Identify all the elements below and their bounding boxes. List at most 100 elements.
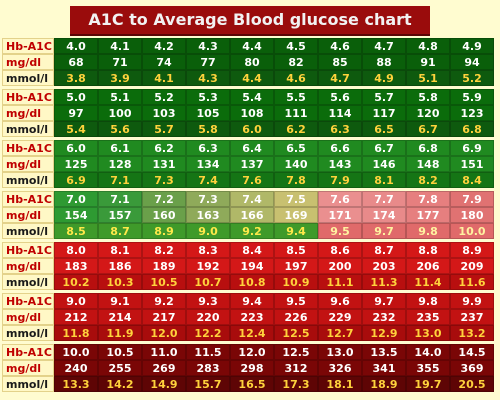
mmol-cell: 11.4 (406, 274, 450, 290)
a1c-row: Hb-A1C 7.0 7.1 7.2 7.3 7.4 7.5 7.6 7.7 7.8 7.9 (2, 191, 498, 207)
mgdl-cell: 214 (98, 309, 142, 325)
mgdl-cell: 117 (362, 105, 406, 121)
mmol-cell: 13.3 (54, 376, 98, 392)
mmol-cell: 12.2 (186, 325, 230, 341)
chart-title: A1C to Average Blood glucose chart (70, 6, 430, 36)
a1c-cell: 14.0 (406, 344, 450, 360)
mmol-row: mmol/l 6.9 7.1 7.3 7.4 7.6 7.8 7.9 8.1 8.2 8.4 (2, 172, 498, 188)
mmol-cell: 11.8 (54, 325, 98, 341)
mgdl-cell: 171 (318, 207, 362, 223)
row-label-mmol: mmol/l (2, 172, 54, 188)
mmol-cell: 8.5 (54, 223, 98, 239)
mmol-cell: 4.4 (230, 70, 274, 86)
mmol-cell: 8.1 (362, 172, 406, 188)
row-label-mgdl: mg/dl (2, 309, 54, 325)
mmol-cell: 9.5 (318, 223, 362, 239)
mmol-cell: 7.6 (230, 172, 274, 188)
mgdl-cell: 160 (142, 207, 186, 223)
mmol-cell: 9.8 (406, 223, 450, 239)
row-label-a1c: Hb-A1C (2, 242, 54, 258)
mgdl-cell: 203 (362, 258, 406, 274)
mgdl-cell: 71 (98, 54, 142, 70)
mmol-cell: 9.2 (230, 223, 274, 239)
mmol-cell: 5.1 (406, 70, 450, 86)
mmol-cell: 10.9 (274, 274, 318, 290)
a1c-cell: 5.9 (450, 89, 494, 105)
mgdl-cell: 235 (406, 309, 450, 325)
a1c-row: Hb-A1C 8.0 8.1 8.2 8.3 8.4 8.5 8.6 8.7 8.8 8.9 (2, 242, 498, 258)
a1c-cell: 4.8 (406, 38, 450, 54)
a1c-cell: 7.0 (54, 191, 98, 207)
mmol-cell: 19.7 (406, 376, 450, 392)
mgdl-cell: 206 (406, 258, 450, 274)
a1c-cell: 7.7 (362, 191, 406, 207)
a1c-cell: 11.0 (142, 344, 186, 360)
mmol-cell: 10.8 (230, 274, 274, 290)
mgdl-cell: 355 (406, 360, 450, 376)
a1c-cell: 6.0 (54, 140, 98, 156)
mmol-cell: 4.6 (274, 70, 318, 86)
mmol-cell: 3.8 (54, 70, 98, 86)
mgdl-cell: 240 (54, 360, 98, 376)
mmol-cell: 6.9 (54, 172, 98, 188)
a1c-cell: 5.7 (362, 89, 406, 105)
a1c-cell: 7.6 (318, 191, 362, 207)
mmol-cell: 5.4 (54, 121, 98, 137)
a1c-cell: 5.2 (142, 89, 186, 105)
mmol-cell: 10.7 (186, 274, 230, 290)
a1c-cell: 4.3 (186, 38, 230, 54)
mgdl-cell: 180 (450, 207, 494, 223)
a1c-cell: 5.1 (98, 89, 142, 105)
mmol-cell: 12.9 (362, 325, 406, 341)
mgdl-cell: 125 (54, 156, 98, 172)
row-label-mmol: mmol/l (2, 376, 54, 392)
mgdl-cell: 177 (406, 207, 450, 223)
a1c-cell: 6.3 (186, 140, 230, 156)
mmol-cell: 8.7 (98, 223, 142, 239)
mmol-cell: 5.6 (98, 121, 142, 137)
a1c-cell: 12.5 (274, 344, 318, 360)
row-label-mgdl: mg/dl (2, 105, 54, 121)
mmol-cell: 4.1 (142, 70, 186, 86)
mmol-cell: 14.2 (98, 376, 142, 392)
mmol-cell: 10.0 (450, 223, 494, 239)
mmol-row: mmol/l 5.4 5.6 5.7 5.8 6.0 6.2 6.3 6.5 6.7 6.8 (2, 121, 498, 137)
row-label-mmol: mmol/l (2, 70, 54, 86)
mmol-cell: 11.3 (362, 274, 406, 290)
mgdl-cell: 183 (54, 258, 98, 274)
a1c-cell: 10.0 (54, 344, 98, 360)
mgdl-cell: 341 (362, 360, 406, 376)
mgdl-cell: 192 (186, 258, 230, 274)
row-label-mgdl: mg/dl (2, 207, 54, 223)
mgdl-cell: 85 (318, 54, 362, 70)
a1c-cell: 9.1 (98, 293, 142, 309)
mgdl-cell: 94 (450, 54, 494, 70)
mmol-cell: 14.9 (142, 376, 186, 392)
mgdl-cell: 169 (274, 207, 318, 223)
a1c-cell: 5.0 (54, 89, 98, 105)
mgdl-cell: 88 (362, 54, 406, 70)
mgdl-cell: 100 (98, 105, 142, 121)
mmol-cell: 5.2 (450, 70, 494, 86)
mgdl-cell: 140 (274, 156, 318, 172)
mgdl-row: mg/dl 183 186 189 192 194 197 200 203 206 209 (2, 258, 498, 274)
mgdl-cell: 186 (98, 258, 142, 274)
mgdl-cell: 237 (450, 309, 494, 325)
mgdl-cell: 143 (318, 156, 362, 172)
mgdl-cell: 174 (362, 207, 406, 223)
a1c-cell: 8.0 (54, 242, 98, 258)
mmol-cell: 7.4 (186, 172, 230, 188)
a1c-cell: 12.0 (230, 344, 274, 360)
mgdl-cell: 151 (450, 156, 494, 172)
a1c-cell: 6.4 (230, 140, 274, 156)
mmol-cell: 6.7 (406, 121, 450, 137)
mgdl-cell: 77 (186, 54, 230, 70)
row-label-mmol: mmol/l (2, 325, 54, 341)
a1c-cell: 8.4 (230, 242, 274, 258)
a1c-cell: 6.5 (274, 140, 318, 156)
a1c-cell: 4.1 (98, 38, 142, 54)
a1c-cell: 8.1 (98, 242, 142, 258)
a1c-cell: 5.6 (318, 89, 362, 105)
row-label-a1c: Hb-A1C (2, 191, 54, 207)
a1c-cell: 9.7 (362, 293, 406, 309)
